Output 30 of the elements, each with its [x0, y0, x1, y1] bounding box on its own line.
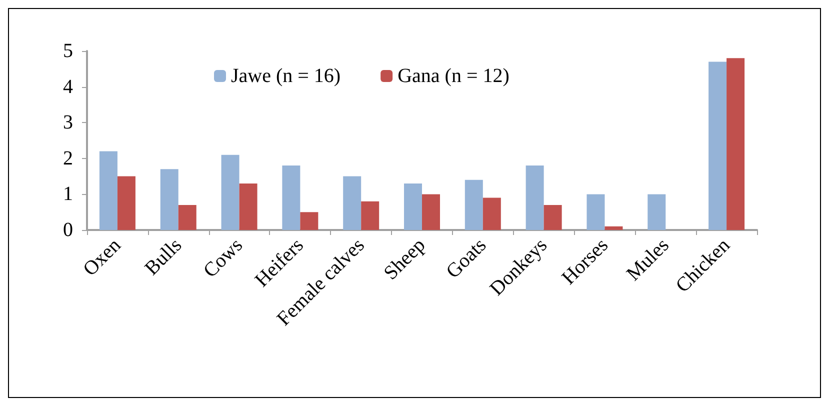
bar — [544, 204, 562, 230]
bar — [282, 166, 300, 230]
x-tick-label: Oxen — [79, 234, 126, 280]
bar — [464, 180, 483, 230]
bar — [343, 176, 362, 230]
bar — [422, 194, 440, 230]
bar — [708, 62, 727, 230]
bar — [221, 154, 240, 230]
bar — [300, 212, 318, 230]
y-tick-label: 0 — [63, 219, 73, 241]
legend-label: Jawe (n = 16) — [231, 65, 341, 87]
bar — [99, 151, 118, 230]
bar — [117, 176, 136, 230]
bar — [586, 194, 605, 230]
y-tick-label: 5 — [63, 40, 73, 62]
bar — [160, 169, 178, 230]
bar — [361, 201, 380, 230]
bar — [178, 204, 196, 230]
y-tick-label: 4 — [63, 76, 73, 98]
bar — [482, 198, 501, 230]
bar — [648, 194, 666, 230]
y-tick-label: 2 — [63, 147, 73, 170]
bar — [239, 183, 258, 230]
y-tick-label: 1 — [63, 183, 73, 206]
legend-label: Gana (n = 12) — [398, 65, 510, 87]
bar — [726, 58, 745, 230]
bar — [526, 166, 544, 230]
bar — [604, 226, 623, 230]
y-tick-label: 3 — [63, 112, 73, 134]
bar — [404, 183, 422, 230]
